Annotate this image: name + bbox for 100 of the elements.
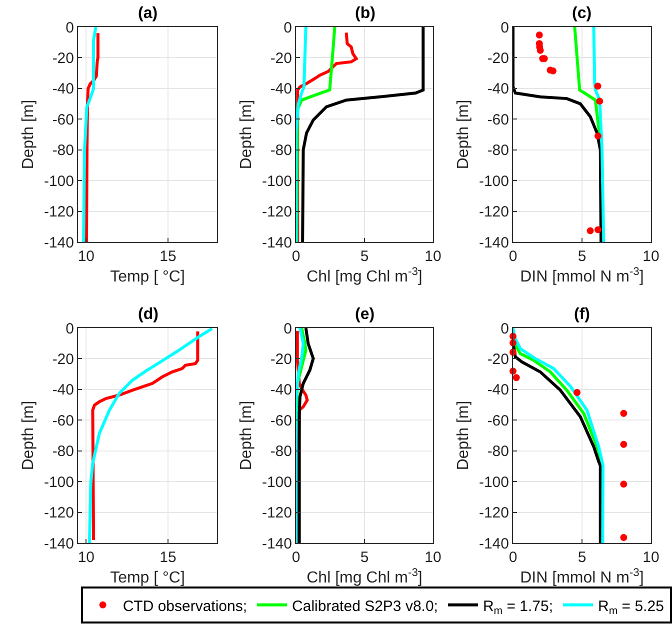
y-tick-label: -120 <box>44 204 74 221</box>
y-tick-label: -60 <box>270 111 292 128</box>
chart-title: (a) <box>138 5 158 22</box>
y-tick-label: -80 <box>52 142 74 160</box>
point <box>586 227 594 234</box>
line-series <box>301 27 425 242</box>
y-tick-label: 0 <box>66 19 74 36</box>
x-axis-title: DIN [mmol N m$^{-3}$] <box>520 566 644 587</box>
y-axis-title: Depth [m] <box>238 400 255 470</box>
x-axis-title: Chl [mg Chl m$^{-3}$] <box>306 566 422 587</box>
line-series <box>296 328 305 543</box>
y-tick-label: -120 <box>478 204 509 221</box>
line-series <box>88 328 214 543</box>
x-tick-label: 10 <box>78 248 95 265</box>
point <box>596 98 604 105</box>
x-tick-label: 15 <box>160 248 176 265</box>
x-tick-label: 5 <box>360 248 369 265</box>
legend-label: R$_{m}$ = 1.75; <box>482 598 554 617</box>
y-axis-title: Depth [m] <box>20 100 37 170</box>
y-tick-label: -40 <box>52 80 74 98</box>
line-series <box>296 27 308 242</box>
point <box>620 440 628 448</box>
point <box>512 374 520 382</box>
x-axis-title: Chl [mg Chl m$^{-3}$] <box>306 266 422 286</box>
y-tick-label: -60 <box>487 111 509 128</box>
y-tick-label: -40 <box>487 382 509 399</box>
y-tick-label: -80 <box>270 142 292 160</box>
y-tick-label: -20 <box>52 50 74 67</box>
y-tick-label: -80 <box>270 443 292 460</box>
point <box>620 534 628 541</box>
chart-title: (b) <box>355 5 376 22</box>
line-series <box>298 328 315 543</box>
y-axis-title: Depth [m] <box>20 400 37 470</box>
point <box>574 389 581 396</box>
y-tick-label: -20 <box>487 350 509 368</box>
y-tick-label: -120 <box>44 504 74 522</box>
x-axis-title: Temp [ °C] <box>110 268 185 286</box>
y-tick-label: 0 <box>500 19 509 36</box>
y-tick-label: -100 <box>44 172 74 190</box>
y-tick-label: -120 <box>262 204 292 221</box>
y-tick-label: -20 <box>270 50 292 67</box>
y-tick-label: -140 <box>478 234 509 252</box>
y-tick-label: -100 <box>262 474 292 491</box>
x-axis-title: Temp [ °C] <box>110 570 185 587</box>
legend-label: R$_{m}$ = 5.25 <box>598 598 664 617</box>
y-axis-title: Depth [m] <box>454 400 472 470</box>
y-tick-label: -140 <box>44 234 74 252</box>
point <box>594 82 602 90</box>
x-tick-label: 5 <box>360 549 369 566</box>
line-series <box>513 27 603 242</box>
x-axis-title: DIN [mmol N m$^{-3}$] <box>520 266 644 286</box>
x-tick-label: 10 <box>642 549 660 566</box>
x-tick-label: 15 <box>160 549 176 566</box>
legend-label: CTD observations; <box>122 598 248 615</box>
y-tick-label: -140 <box>478 535 509 552</box>
point <box>620 410 628 417</box>
x-tick-label: 5 <box>578 248 586 265</box>
legend-label: Calibrated S2P3 v8.0; <box>292 598 438 615</box>
y-tick-label: 0 <box>284 19 292 36</box>
y-tick-label: -120 <box>478 504 509 522</box>
y-axis-title: Depth [m] <box>454 100 472 170</box>
chart-title: (c) <box>572 5 592 22</box>
y-tick-label: -60 <box>52 412 74 430</box>
x-tick-label: 10 <box>642 248 660 265</box>
y-tick-label: 0 <box>500 320 509 338</box>
y-tick-label: -100 <box>478 172 509 190</box>
y-tick-label: -140 <box>262 535 292 552</box>
point <box>594 226 602 234</box>
y-tick-label: 0 <box>284 320 292 338</box>
y-tick-label: -60 <box>52 111 74 128</box>
chart-title: (d) <box>138 306 158 323</box>
y-axis-title: Depth [m] <box>238 100 255 170</box>
y-tick-label: -100 <box>44 474 74 491</box>
y-tick-label: -140 <box>44 535 74 552</box>
y-tick-label: -20 <box>487 50 509 67</box>
point <box>620 480 628 488</box>
y-tick-label: -120 <box>262 504 292 522</box>
y-tick-label: -60 <box>487 412 509 430</box>
line-series <box>82 27 98 242</box>
y-tick-label: 0 <box>66 320 74 338</box>
x-tick-label: 10 <box>78 549 95 566</box>
y-tick-label: -100 <box>262 172 292 190</box>
chart-title: (e) <box>355 306 375 323</box>
x-tick-label: 5 <box>578 549 586 566</box>
y-tick-label: -20 <box>52 350 74 368</box>
point <box>594 132 602 140</box>
point <box>536 31 543 38</box>
y-tick-label: -40 <box>270 80 292 98</box>
y-tick-label: -80 <box>487 142 509 160</box>
line-series <box>91 330 200 542</box>
y-tick-label: -20 <box>270 350 292 368</box>
x-tick-label: 10 <box>424 248 442 265</box>
y-tick-label: -40 <box>270 382 292 399</box>
chart-title: (f) <box>574 306 590 323</box>
point <box>550 67 557 74</box>
x-tick-label: 10 <box>424 549 442 566</box>
y-tick-label: -60 <box>270 412 292 430</box>
y-tick-label: -140 <box>262 234 292 252</box>
y-tick-label: -80 <box>52 443 74 460</box>
y-tick-label: -80 <box>487 443 509 460</box>
